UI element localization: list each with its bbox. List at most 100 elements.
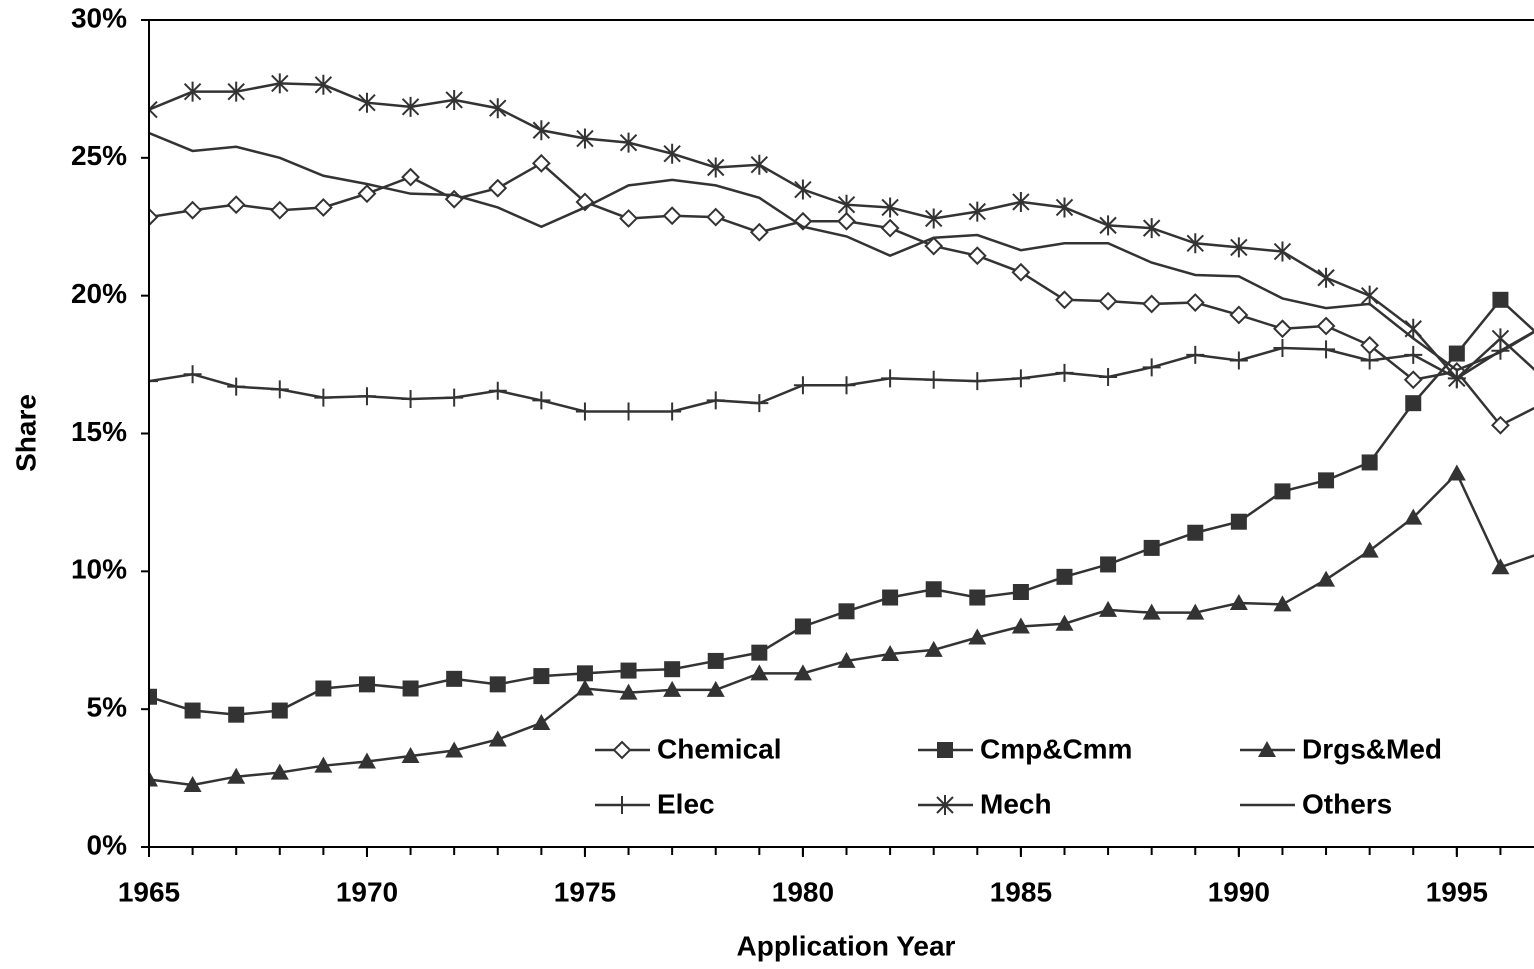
marker [444,189,464,209]
marker [1491,558,1510,575]
legend-label: Mech [980,788,1052,819]
marker [270,380,289,399]
marker [227,377,246,396]
marker [707,157,725,178]
marker [314,74,333,95]
x-tick-label: 1975 [554,876,616,907]
marker [1098,291,1118,311]
marker [924,208,943,229]
legend-marker [612,740,632,760]
marker [882,589,899,606]
marker [1273,595,1292,612]
marker [1099,600,1118,617]
marker [968,628,987,645]
marker [881,369,900,388]
marker [1317,340,1336,359]
marker [619,132,638,153]
marker [794,179,812,200]
marker [1229,305,1249,325]
marker [664,661,681,678]
marker [1404,318,1422,339]
marker [1274,483,1291,500]
marker [663,143,681,164]
marker [619,683,638,700]
y-tick-label: 20% [71,278,127,309]
marker [401,390,420,409]
marker [314,756,333,773]
marker [925,581,942,598]
marker [576,665,593,682]
marker [575,679,594,696]
marker [313,198,333,217]
marker [531,153,551,173]
marker [663,680,682,697]
marker [706,207,726,227]
marker [793,376,812,395]
marker [183,365,202,384]
x-tick-label: 1990 [1208,876,1270,907]
marker [149,688,157,705]
marker [1405,395,1422,412]
marker [401,96,420,117]
marker [183,775,202,792]
marker [1185,293,1205,312]
marker [620,662,637,679]
marker [751,644,768,661]
marker [149,99,158,120]
marker [1055,290,1074,310]
y-axis-label: Share [10,394,41,472]
marker [837,194,856,215]
legend-label: Elec [657,788,715,819]
marker [924,236,944,256]
legend-marker [1258,741,1276,757]
marker [750,394,769,413]
series-line [149,131,1534,372]
marker [1360,285,1379,306]
marker [488,730,507,747]
marker [575,192,595,212]
marker [357,752,376,769]
legend-label: Drgs&Med [1302,733,1442,764]
marker [1360,351,1379,370]
marker [1142,218,1161,239]
marker [1142,358,1161,377]
marker [575,402,594,421]
marker [1360,541,1379,558]
x-tick-label: 1970 [336,876,398,907]
marker [1099,367,1118,386]
marker [1012,191,1030,212]
marker [1187,524,1204,541]
marker [228,706,245,723]
marker [794,618,811,635]
marker [271,73,289,94]
marker [750,154,769,175]
marker [924,370,943,389]
marker [619,402,638,421]
marker [1011,617,1030,634]
y-tick-label: 25% [71,140,127,171]
marker [488,381,507,400]
marker [489,98,507,119]
x-tick-label: 1985 [990,876,1052,907]
x-tick-label: 1980 [772,876,834,907]
plot-area [149,73,1534,792]
marker [881,645,900,662]
marker [271,702,288,719]
marker [750,664,769,681]
marker [358,676,375,693]
marker [969,589,986,606]
marker [270,200,290,220]
marker [1403,370,1423,390]
marker [1055,363,1074,382]
marker [1230,237,1248,258]
marker [1011,369,1030,388]
marker [532,713,551,730]
marker [149,207,159,227]
marker [149,770,158,787]
legend-marker [937,742,953,758]
marker [1316,316,1336,336]
marker [184,702,201,719]
marker [357,184,377,204]
marker [1404,345,1423,364]
marker [183,200,203,220]
